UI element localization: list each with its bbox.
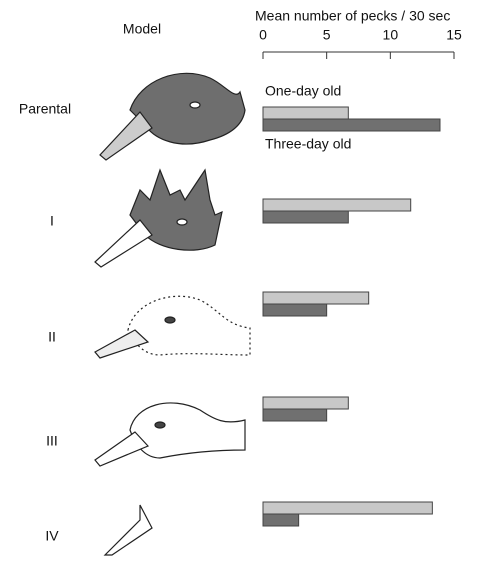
category-label: Parental xyxy=(19,101,71,117)
bar xyxy=(262,396,349,410)
bar xyxy=(262,106,349,120)
model-i-head xyxy=(94,168,223,268)
bar xyxy=(262,501,433,515)
model-iii-head xyxy=(94,402,246,467)
legend-label: One-day old xyxy=(265,83,341,99)
bar xyxy=(262,408,328,422)
x-tick-label: 10 xyxy=(383,27,399,43)
model-iv-beak xyxy=(103,504,153,556)
bird-drawings xyxy=(94,72,251,556)
x-tick-label: 15 xyxy=(446,27,462,43)
category-label: IV xyxy=(45,528,59,544)
category-label: II xyxy=(48,329,56,345)
bar xyxy=(262,198,412,212)
bar xyxy=(262,291,370,305)
bar xyxy=(262,118,441,132)
x-axis-title: Mean number of pecks / 30 sec xyxy=(255,8,450,24)
bar xyxy=(262,513,300,527)
x-tick-label: 0 xyxy=(259,27,267,43)
model-ii-head xyxy=(94,295,251,359)
model-header: Model xyxy=(123,21,161,37)
legend-label: Three-day old xyxy=(265,136,351,152)
category-label: III xyxy=(46,433,58,449)
parental-head xyxy=(99,72,246,161)
bar xyxy=(262,303,328,317)
category-label: I xyxy=(50,213,54,229)
x-tick-label: 5 xyxy=(323,27,331,43)
bar xyxy=(262,210,349,224)
